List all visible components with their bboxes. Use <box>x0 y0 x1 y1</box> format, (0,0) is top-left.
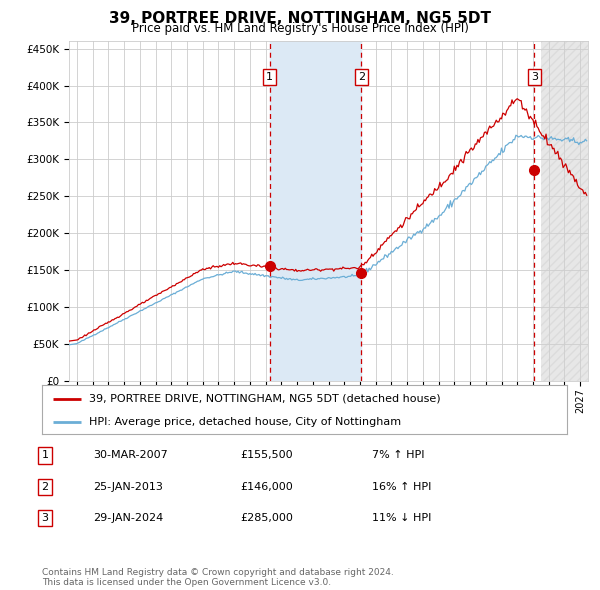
Text: 2: 2 <box>41 482 49 491</box>
Text: £155,500: £155,500 <box>240 451 293 460</box>
Text: Price paid vs. HM Land Registry's House Price Index (HPI): Price paid vs. HM Land Registry's House … <box>131 22 469 35</box>
Text: Contains HM Land Registry data © Crown copyright and database right 2024.
This d: Contains HM Land Registry data © Crown c… <box>42 568 394 587</box>
Text: 30-MAR-2007: 30-MAR-2007 <box>93 451 168 460</box>
Text: 1: 1 <box>41 451 49 460</box>
Text: 11% ↓ HPI: 11% ↓ HPI <box>372 513 431 523</box>
Text: 29-JAN-2024: 29-JAN-2024 <box>93 513 163 523</box>
Text: 1: 1 <box>266 72 273 82</box>
Text: £285,000: £285,000 <box>240 513 293 523</box>
Bar <box>541 41 588 381</box>
Text: 39, PORTREE DRIVE, NOTTINGHAM, NG5 5DT: 39, PORTREE DRIVE, NOTTINGHAM, NG5 5DT <box>109 11 491 25</box>
Text: 2: 2 <box>358 72 365 82</box>
Text: 16% ↑ HPI: 16% ↑ HPI <box>372 482 431 491</box>
Text: 25-JAN-2013: 25-JAN-2013 <box>93 482 163 491</box>
Text: 3: 3 <box>531 72 538 82</box>
Text: 39, PORTREE DRIVE, NOTTINGHAM, NG5 5DT (detached house): 39, PORTREE DRIVE, NOTTINGHAM, NG5 5DT (… <box>89 394 441 404</box>
Bar <box>269 41 361 381</box>
Text: 3: 3 <box>41 513 49 523</box>
Text: 7% ↑ HPI: 7% ↑ HPI <box>372 451 425 460</box>
Text: HPI: Average price, detached house, City of Nottingham: HPI: Average price, detached house, City… <box>89 417 401 427</box>
Text: £146,000: £146,000 <box>240 482 293 491</box>
